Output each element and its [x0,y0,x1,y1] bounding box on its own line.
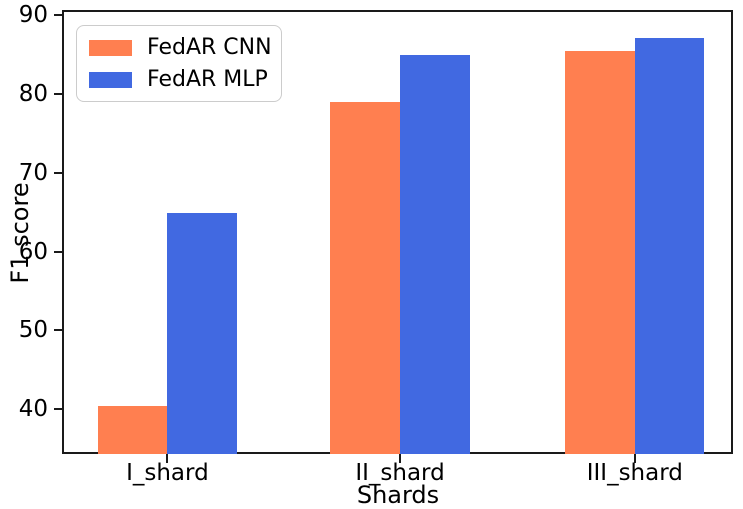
y-tick-mark-40 [54,408,63,411]
legend: FedAR CNN FedAR MLP [76,25,282,102]
legend-label: FedAR CNN [147,35,272,60]
y-tick-label-90: 90 [18,2,48,29]
x-tick-mark-iii_shard [633,454,636,463]
y-tick-mark-80 [54,92,63,95]
legend-swatch-fedar-mlp [89,71,132,88]
legend-entry-fedar-cnn: FedAR CNN [89,35,272,60]
bar-ii_shard-fedar-mlp [400,54,470,454]
x-tick-mark-i_shard [166,454,169,463]
y-tick-mark-60 [54,250,63,253]
bar-iii_shard-fedar-cnn [565,51,635,454]
bar-i_shard-fedar-cnn [97,405,168,454]
legend-entry-fedar-mlp: FedAR MLP [89,67,269,92]
bars-layer [64,12,731,454]
y-tick-label-70: 70 [18,159,48,186]
x-tick-label-iii_shard: III_shard [586,460,683,486]
y-axis-label: F1 score [6,182,34,284]
y-tick-label-50: 50 [18,317,48,344]
x-tick-mark-ii_shard [399,454,401,463]
y-tick-mark-90 [54,14,63,17]
y-tick-label-80: 80 [18,80,48,107]
y-tick-mark-50 [54,329,63,332]
bar-iii_shard-fedar-mlp [634,38,705,454]
bar-i_shard-fedar-mlp [167,212,237,454]
plot-area [62,10,733,454]
legend-swatch-fedar-cnn [89,39,132,56]
x-axis-label: Shards [356,481,440,509]
legend-label: FedAR MLP [147,67,268,92]
y-tick-mark-70 [54,171,63,174]
bar-ii_shard-fedar-cnn [330,101,400,454]
x-tick-label-ii_shard: II_shard [355,460,445,486]
y-tick-label-40: 40 [18,396,48,423]
x-tick-label-i_shard: I_shard [126,460,209,486]
y-tick-label-60: 60 [18,238,48,265]
